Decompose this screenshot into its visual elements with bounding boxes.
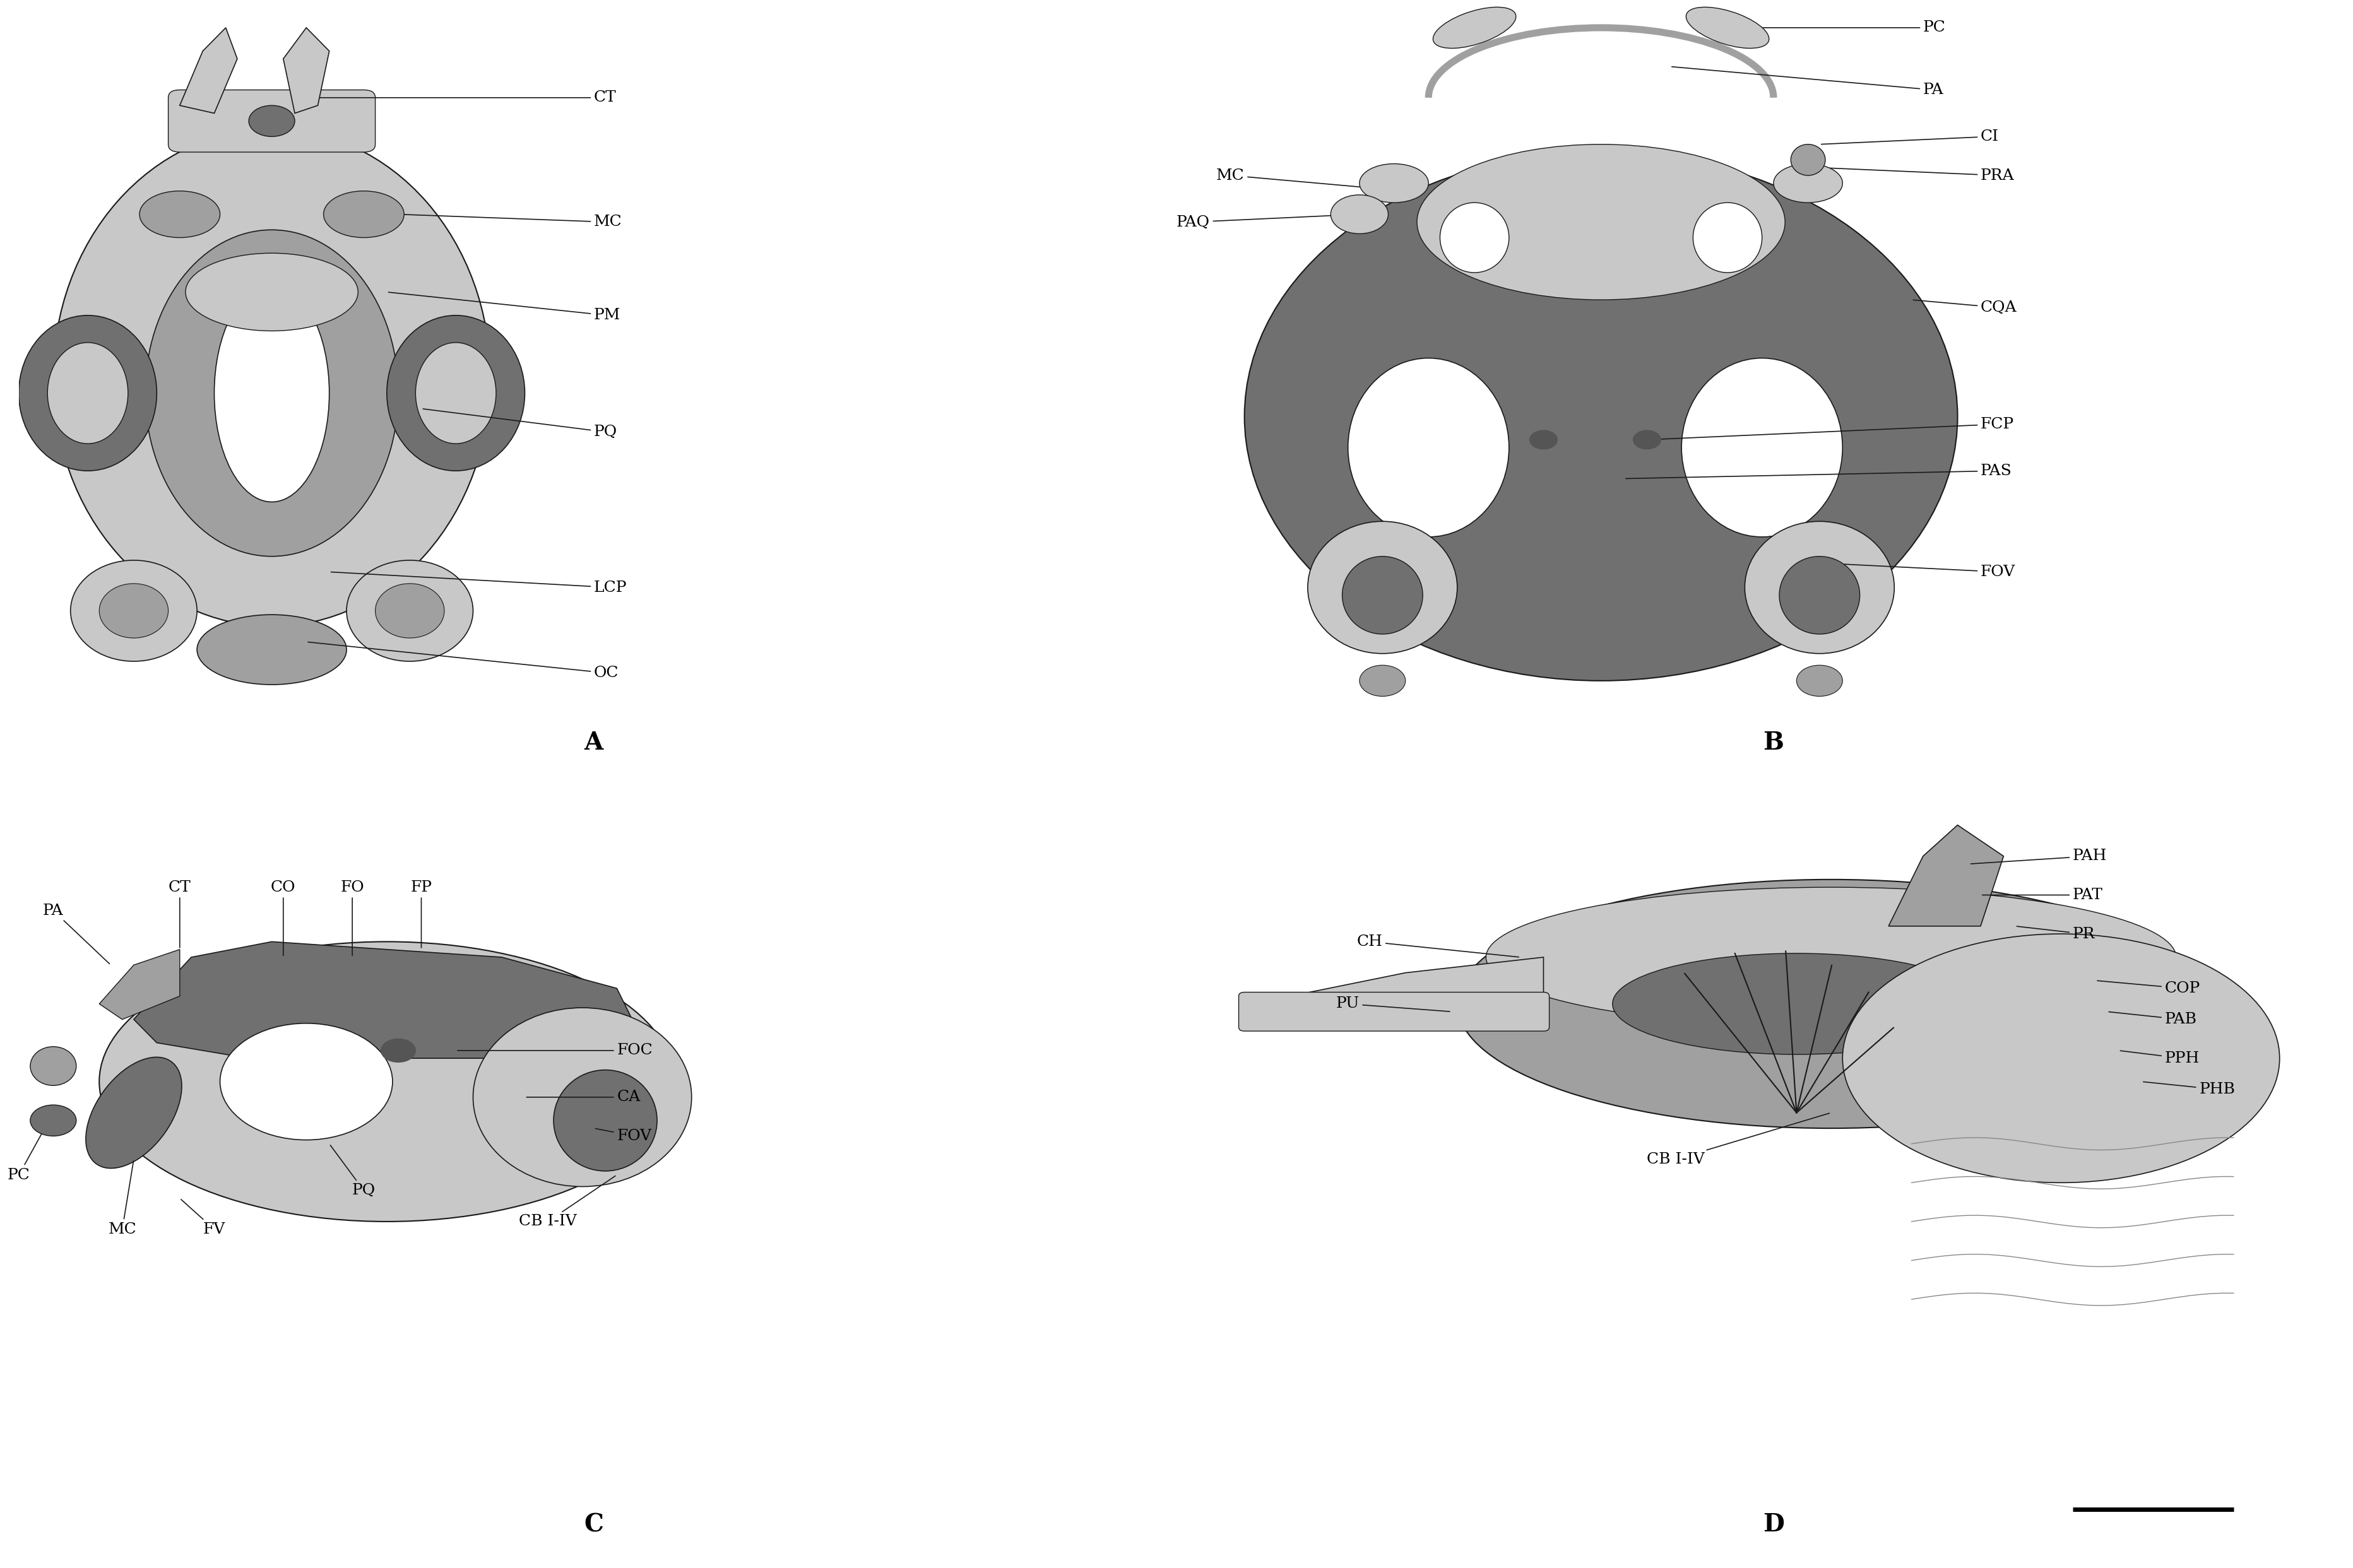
Ellipse shape <box>1245 152 1958 681</box>
Ellipse shape <box>198 615 346 685</box>
Ellipse shape <box>1341 557 1424 633</box>
Polygon shape <box>1289 956 1544 1019</box>
Ellipse shape <box>1779 557 1859 633</box>
Text: PAQ: PAQ <box>1176 215 1358 229</box>
Text: FV: FV <box>181 1200 226 1237</box>
Text: PAT: PAT <box>1981 887 2104 902</box>
Text: PPH: PPH <box>2120 1051 2200 1066</box>
Ellipse shape <box>1487 887 2177 1027</box>
Ellipse shape <box>99 583 169 638</box>
Polygon shape <box>282 28 329 113</box>
Ellipse shape <box>473 1008 692 1187</box>
Ellipse shape <box>54 129 489 626</box>
Ellipse shape <box>221 1024 393 1140</box>
Text: CO: CO <box>271 880 296 955</box>
Ellipse shape <box>1308 522 1457 654</box>
Ellipse shape <box>31 1105 75 1137</box>
Text: A: A <box>584 731 602 754</box>
Text: FP: FP <box>409 880 433 947</box>
Ellipse shape <box>1417 144 1786 299</box>
Text: PQ: PQ <box>329 1145 376 1198</box>
Text: PU: PU <box>1337 997 1449 1011</box>
Circle shape <box>1798 665 1842 696</box>
Text: FCP: FCP <box>1649 417 2014 439</box>
Text: PAB: PAB <box>2108 1011 2198 1027</box>
Text: OC: OC <box>308 641 619 681</box>
Text: LCP: LCP <box>332 572 626 594</box>
Text: PR: PR <box>2017 927 2094 941</box>
Circle shape <box>1633 430 1661 448</box>
Ellipse shape <box>1612 953 1981 1054</box>
Circle shape <box>1360 665 1405 696</box>
Text: PC: PC <box>7 1115 52 1182</box>
Text: CH: CH <box>1358 935 1518 956</box>
Ellipse shape <box>1687 8 1769 49</box>
Ellipse shape <box>249 105 294 136</box>
Ellipse shape <box>346 560 473 662</box>
FancyBboxPatch shape <box>1238 993 1548 1032</box>
Ellipse shape <box>374 583 445 638</box>
Ellipse shape <box>1694 202 1762 273</box>
Ellipse shape <box>1746 522 1894 654</box>
Ellipse shape <box>31 1046 75 1085</box>
Text: B: B <box>1762 731 1784 754</box>
Text: PAS: PAS <box>1626 464 2012 478</box>
Ellipse shape <box>1433 8 1515 49</box>
Ellipse shape <box>85 1057 181 1168</box>
Text: FOV: FOV <box>595 1129 652 1143</box>
Text: PA: PA <box>1671 67 1944 97</box>
Ellipse shape <box>386 315 525 470</box>
Ellipse shape <box>214 284 329 502</box>
Circle shape <box>381 1040 416 1062</box>
Ellipse shape <box>19 315 158 470</box>
Text: CI: CI <box>1821 129 1998 144</box>
Ellipse shape <box>47 342 127 444</box>
Ellipse shape <box>1348 358 1508 536</box>
Text: MC: MC <box>1217 168 1405 191</box>
Ellipse shape <box>1440 202 1508 273</box>
Ellipse shape <box>1791 144 1826 176</box>
Polygon shape <box>99 950 179 1019</box>
Ellipse shape <box>186 252 358 331</box>
Text: PM: PM <box>388 292 621 323</box>
Text: PRA: PRA <box>1821 168 2014 183</box>
Polygon shape <box>134 942 640 1058</box>
Text: CB I-IV: CB I-IV <box>520 1176 616 1229</box>
Text: PHB: PHB <box>2144 1082 2235 1096</box>
Ellipse shape <box>139 191 221 238</box>
Text: PQ: PQ <box>424 409 616 439</box>
Text: D: D <box>1762 1513 1784 1537</box>
Text: C: C <box>584 1513 605 1537</box>
Ellipse shape <box>553 1069 656 1171</box>
Ellipse shape <box>1332 194 1388 234</box>
Circle shape <box>1529 430 1558 448</box>
Text: FO: FO <box>341 880 365 955</box>
Ellipse shape <box>71 560 198 662</box>
Text: CB I-IV: CB I-IV <box>1647 1113 1828 1167</box>
Text: MC: MC <box>108 1160 136 1237</box>
Ellipse shape <box>1842 935 2280 1182</box>
Ellipse shape <box>1360 163 1428 202</box>
Text: PA: PA <box>42 903 111 964</box>
Ellipse shape <box>322 191 405 238</box>
Ellipse shape <box>146 230 398 557</box>
Text: PAH: PAH <box>1972 848 2106 864</box>
Ellipse shape <box>1457 880 2205 1129</box>
Text: CT: CT <box>169 880 191 947</box>
Text: MC: MC <box>400 215 621 229</box>
Text: COP: COP <box>2097 980 2200 996</box>
Ellipse shape <box>99 942 675 1221</box>
Text: CQA: CQA <box>1913 299 2017 315</box>
Polygon shape <box>179 28 238 113</box>
Text: PC: PC <box>1694 20 1946 34</box>
Ellipse shape <box>416 342 496 444</box>
Ellipse shape <box>1682 358 1842 536</box>
Text: CT: CT <box>320 91 616 105</box>
Polygon shape <box>1889 825 2002 927</box>
FancyBboxPatch shape <box>169 89 374 152</box>
Text: CA: CA <box>527 1090 640 1104</box>
Ellipse shape <box>1774 163 1842 202</box>
Text: FOV: FOV <box>1845 564 2017 579</box>
Text: FOC: FOC <box>456 1043 652 1058</box>
